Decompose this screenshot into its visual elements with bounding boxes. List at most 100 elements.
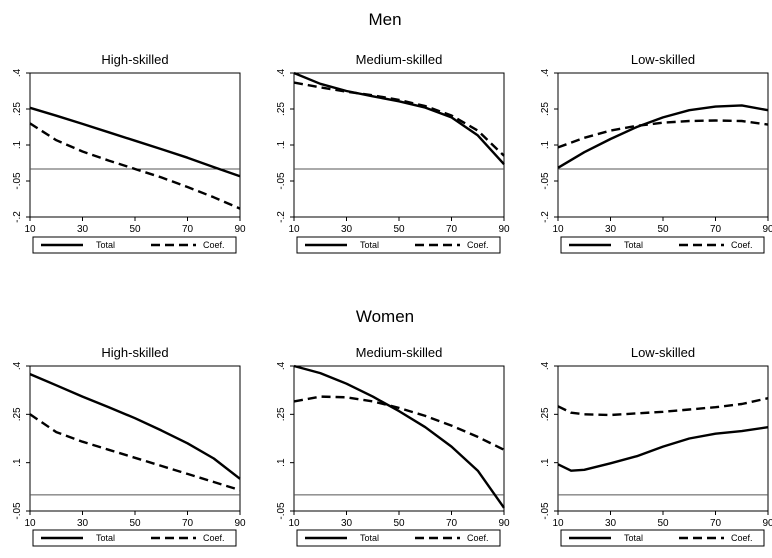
x-tick-label: 30 xyxy=(605,224,617,235)
x-tick-label: 30 xyxy=(341,518,353,529)
legend: Total Coef. xyxy=(32,529,237,547)
panel-3: Low-skilled 10 30 50 70 90 .4 .25 .1 -.05 -.2 Total… xyxy=(540,52,772,254)
x-tick-label: 50 xyxy=(657,518,669,529)
panel-title: High-skilled xyxy=(101,345,168,360)
y-tick-label: -.05 xyxy=(12,502,23,520)
series-line-coef xyxy=(29,122,241,210)
x-tick-label: 30 xyxy=(605,518,617,529)
panel-title: Medium-skilled xyxy=(356,52,443,67)
series-line-total xyxy=(293,71,505,166)
panel-title: High-skilled xyxy=(101,52,168,67)
y-tick-label: -.2 xyxy=(276,211,287,223)
x-tick-label: 90 xyxy=(498,224,510,235)
x-tick-label: 90 xyxy=(498,518,510,529)
series-line-coef xyxy=(293,395,505,451)
y-tick-label: -.2 xyxy=(12,211,23,223)
legend-box xyxy=(32,236,237,254)
x-tick-label: 50 xyxy=(393,518,405,529)
y-tick-label: .4 xyxy=(12,361,23,370)
x-tick-label: 90 xyxy=(234,518,246,529)
series-line-coef xyxy=(293,81,505,157)
series-line-coef xyxy=(29,413,241,492)
y-tick-label: -.05 xyxy=(12,172,23,190)
x-tick-label: 10 xyxy=(288,518,300,529)
x-tick-label: 70 xyxy=(446,518,458,529)
series-line-coef xyxy=(557,119,769,149)
legend: Total Coef. xyxy=(560,529,765,547)
group-title-men: Men xyxy=(368,10,401,29)
x-tick-label: 50 xyxy=(129,224,141,235)
x-tick-label: 90 xyxy=(234,224,246,235)
x-tick-label: 70 xyxy=(710,224,722,235)
series-line-coef xyxy=(557,397,769,417)
x-tick-label: 10 xyxy=(24,518,36,529)
y-tick-label: .1 xyxy=(276,458,287,467)
y-tick-label: .1 xyxy=(540,140,551,149)
y-tick-label: -.2 xyxy=(540,211,551,223)
x-tick-label: 50 xyxy=(657,224,669,235)
y-tick-label: .4 xyxy=(276,68,287,77)
y-tick-label: .25 xyxy=(276,407,287,421)
plot-frame xyxy=(557,72,769,218)
legend-box xyxy=(296,529,501,547)
panel-2: Medium-skilled 10 30 50 70 90 .4 .25 .1 -.05 -.2 To… xyxy=(276,52,510,254)
x-tick-label: 10 xyxy=(552,518,564,529)
x-tick-label: 50 xyxy=(129,518,141,529)
series-line-total xyxy=(293,364,505,509)
y-tick-label: .25 xyxy=(540,407,551,421)
y-tick-label: .1 xyxy=(540,458,551,467)
x-tick-label: 70 xyxy=(446,224,458,235)
x-tick-label: 90 xyxy=(762,224,772,235)
legend-label-coef: Coef. xyxy=(203,240,225,250)
x-tick-label: 70 xyxy=(710,518,722,529)
series-line-total xyxy=(557,426,769,472)
plot-frame xyxy=(557,365,769,512)
y-tick-label: .4 xyxy=(276,361,287,370)
series-line-total xyxy=(29,372,241,480)
y-tick-label: .25 xyxy=(12,407,23,421)
panel-6: Low-skilled 10 30 50 70 90 .4 .25 .1 -.05 Total Coe… xyxy=(540,345,772,547)
legend-box xyxy=(296,236,501,254)
x-tick-label: 10 xyxy=(552,224,564,235)
legend-label-coef: Coef. xyxy=(467,533,489,543)
group-title-women: Women xyxy=(356,307,414,326)
plot-frame xyxy=(29,72,241,218)
y-tick-label: .25 xyxy=(540,102,551,116)
y-tick-label: .25 xyxy=(12,102,23,116)
x-tick-label: 30 xyxy=(77,224,89,235)
panel-title: Low-skilled xyxy=(631,345,695,360)
y-tick-label: .25 xyxy=(276,102,287,116)
legend-label-coef: Coef. xyxy=(467,240,489,250)
legend-box xyxy=(32,529,237,547)
legend-box xyxy=(560,529,765,547)
panel-5: Medium-skilled 10 30 50 70 90 .4 .25 .1 -.05 Total… xyxy=(276,345,510,547)
legend-label-total: Total xyxy=(360,533,379,543)
legend-label-total: Total xyxy=(96,240,115,250)
x-tick-label: 70 xyxy=(182,224,194,235)
legend: Total Coef. xyxy=(32,236,237,254)
y-tick-label: .4 xyxy=(540,361,551,370)
y-tick-label: -.05 xyxy=(540,502,551,520)
y-tick-label: .1 xyxy=(12,458,23,467)
x-tick-label: 10 xyxy=(288,224,300,235)
panel-title: Medium-skilled xyxy=(356,345,443,360)
x-tick-label: 30 xyxy=(341,224,353,235)
legend-label-total: Total xyxy=(96,533,115,543)
legend-label-coef: Coef. xyxy=(731,240,753,250)
x-tick-label: 10 xyxy=(24,224,36,235)
x-tick-label: 90 xyxy=(762,518,772,529)
legend-label-total: Total xyxy=(624,240,643,250)
panel-4: High-skilled 10 30 50 70 90 .4 .25 .1 -.05 Total Co… xyxy=(12,345,246,547)
plot-frame xyxy=(293,72,505,218)
legend-box xyxy=(560,236,765,254)
y-tick-label: -.05 xyxy=(276,502,287,520)
y-tick-label: .4 xyxy=(12,68,23,77)
legend: Total Coef. xyxy=(560,236,765,254)
legend: Total Coef. xyxy=(296,236,501,254)
series-line-total xyxy=(557,104,769,169)
x-tick-label: 30 xyxy=(77,518,89,529)
legend-label-total: Total xyxy=(624,533,643,543)
panel-1: High-skilled 10 30 50 70 90 .4 .25 .1 -.05 -.2 Tota… xyxy=(12,52,246,254)
y-tick-label: .1 xyxy=(276,140,287,149)
